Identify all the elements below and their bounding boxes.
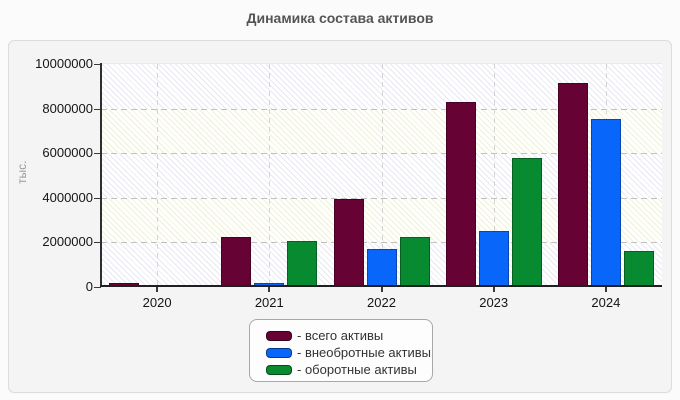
y-tick-mark-10000000	[94, 64, 101, 65]
plot-area: 0 2000000 4000000 6000000 8000000 10000000 202…	[35, 56, 662, 310]
bar-non-current-assets-2022	[366, 249, 397, 287]
y-tick-label-4000000: 4000000	[42, 189, 93, 205]
y-tick-label-8000000: 8000000	[42, 100, 93, 116]
bar-total-assets-2020	[109, 282, 140, 287]
x-tick-label-2022: 2022	[367, 295, 396, 310]
x-tick-mark-2020	[156, 287, 159, 292]
legend-item-non-current-assets: - внеобротные активы	[266, 344, 431, 361]
y-axis-line	[100, 63, 102, 287]
x-axis-line	[100, 285, 662, 287]
y-tick-mark-4000000	[94, 197, 101, 199]
x-tick-label-2021: 2021	[254, 295, 284, 310]
bar-total-assets-2024	[557, 82, 588, 287]
legend: - всего активы - внеобротные активы - обор…	[249, 319, 433, 382]
x-tick-mark-2021	[268, 287, 271, 292]
y-tick-mark-2000000	[94, 242, 101, 244]
y-tick-mark-6000000	[94, 153, 101, 155]
v-gridline-2020	[157, 64, 159, 287]
chart-title: Динамика состава активов	[246, 10, 434, 26]
legend-label-current-assets: - оборотные активы	[297, 362, 417, 377]
y-tick-mark-0	[94, 287, 101, 288]
chart-panel: тыс. 0 2000000 4000000 6000000 8000000 100000…	[8, 40, 672, 393]
legend-item-current-assets: - оборотные активы	[266, 361, 428, 378]
bar-current-assets-2024	[623, 251, 654, 287]
x-tick-label-2020: 2020	[142, 295, 172, 310]
bar-total-assets-2021	[221, 236, 252, 287]
legend-swatch-current-assets	[266, 364, 292, 375]
bar-non-current-assets-2024	[590, 118, 621, 287]
bar-current-assets-2023	[511, 157, 542, 287]
y-tick-label-0: 0	[85, 279, 93, 294]
legend-item-total-assets: - всего активы	[266, 327, 428, 344]
bar-current-assets-2021	[287, 240, 318, 287]
x-tick-label-2024: 2024	[591, 295, 621, 310]
y-tick-label-2000000: 2000000	[42, 234, 93, 250]
x-tick-mark-2024	[604, 287, 607, 292]
y-tick-mark-8000000	[94, 108, 101, 110]
legend-label-total-assets: - всего активы	[297, 328, 384, 343]
legend-swatch-non-current-assets	[266, 347, 292, 358]
bar-current-assets-2022	[399, 236, 430, 287]
v-gridline-2021	[269, 64, 271, 287]
legend-swatch-total-assets	[266, 330, 292, 341]
bar-total-assets-2023	[445, 101, 476, 287]
y-tick-label-10000000: 10000000	[35, 56, 93, 71]
v-gridline-2023	[493, 64, 495, 287]
legend-label-non-current-assets: - внеобротные активы	[297, 345, 431, 360]
bar-total-assets-2022	[333, 198, 364, 287]
v-gridline-2022	[381, 64, 383, 287]
y-tick-label-6000000: 6000000	[42, 145, 93, 161]
x-tick-mark-2022	[380, 287, 383, 292]
x-tick-label-2023: 2023	[479, 295, 509, 310]
x-tick-mark-2023	[492, 287, 495, 292]
bar-non-current-assets-2023	[478, 231, 509, 287]
